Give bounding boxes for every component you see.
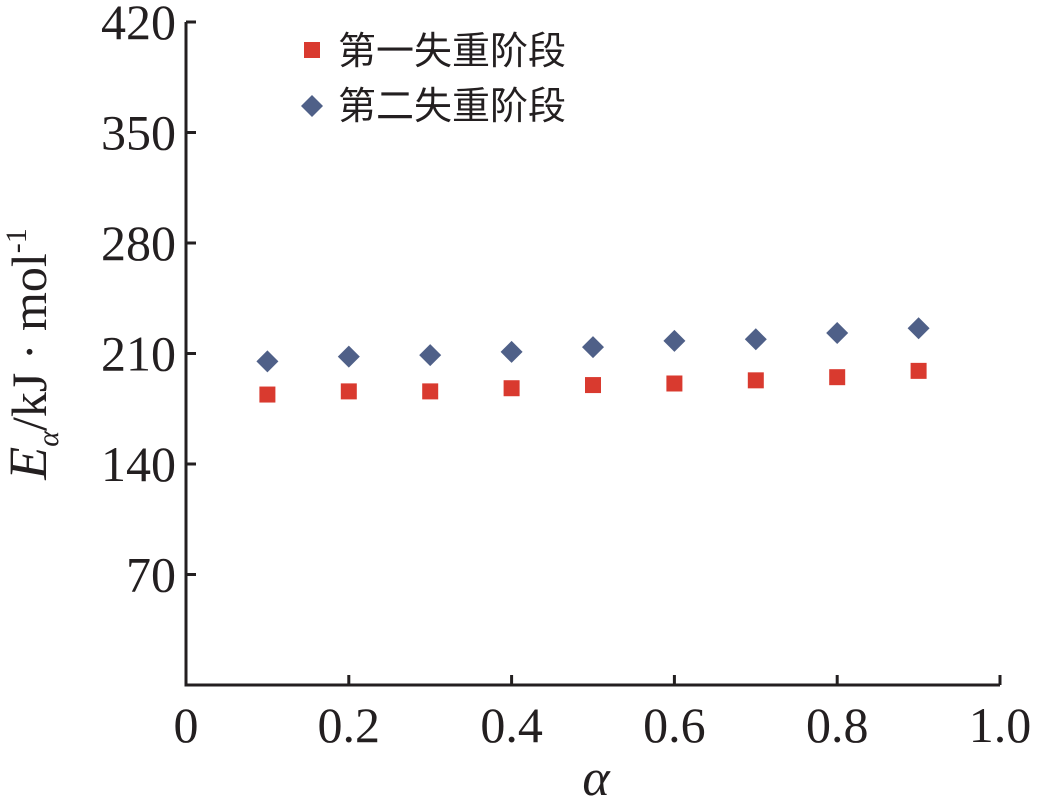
x-axis-title: α (582, 750, 611, 799)
data-point-series-2 (744, 328, 767, 351)
x-tick-label: 0.2 (318, 697, 381, 753)
y-tick-label: 140 (101, 436, 176, 492)
data-point-series-1 (422, 383, 439, 400)
legend-item-series-2: 第二失重阶段 (301, 84, 566, 128)
x-tick-label: 0.4 (480, 697, 543, 753)
data-point-series-2 (663, 329, 686, 352)
data-point-series-1 (910, 362, 927, 379)
data-point-series-1 (747, 372, 764, 389)
x-tick-label: 1.0 (969, 697, 1032, 753)
legend-label-series-2: 第二失重阶段 (338, 84, 566, 128)
y-tick-label: 350 (101, 105, 176, 161)
y-axis-title: Eα/kJ · mol-1 (0, 228, 65, 481)
x-tick-label: 0 (174, 697, 199, 753)
y-axis-unit: /kJ · mol (1, 253, 57, 431)
legend-label-series-1: 第一失重阶段 (338, 29, 566, 73)
y-tick-label: 70 (126, 547, 176, 603)
data-point-series-1 (666, 375, 683, 392)
data-point-series-2 (337, 345, 360, 368)
x-tick-label: 0.6 (643, 697, 706, 753)
data-point-series-2 (500, 340, 523, 363)
y-tick-label: 420 (101, 0, 176, 50)
data-point-series-2 (419, 344, 442, 367)
data-point-series-2 (826, 321, 849, 344)
legend-item-series-1: 第一失重阶段 (304, 29, 566, 73)
data-point-series-1 (340, 383, 357, 400)
legend: 第一失重阶段 第二失重阶段 (301, 29, 566, 128)
legend-marker-diamond (301, 95, 323, 117)
data-marks (256, 317, 930, 403)
y-axis-symbol: E (0, 447, 58, 481)
x-tick-label: 0.8 (806, 697, 869, 753)
data-point-series-1 (259, 386, 276, 403)
y-axis-subscript: α (32, 430, 65, 447)
svg-text:Eα/kJ · mol-1: Eα/kJ · mol-1 (0, 228, 65, 481)
data-point-series-1 (585, 377, 601, 394)
y-tick-label: 280 (101, 215, 176, 271)
data-point-series-2 (907, 317, 930, 340)
data-point-series-2 (256, 350, 279, 373)
data-point-series-2 (582, 336, 604, 359)
legend-marker-square (304, 42, 320, 58)
ticks: 0 0.2 0.4 0.6 0.8 1.0 70 140 210 280 350 420 (101, 0, 1031, 753)
data-point-series-1 (503, 380, 520, 397)
y-tick-label: 210 (101, 326, 176, 382)
data-point-series-1 (829, 369, 846, 386)
y-axis-superscript: -1 (0, 228, 33, 253)
